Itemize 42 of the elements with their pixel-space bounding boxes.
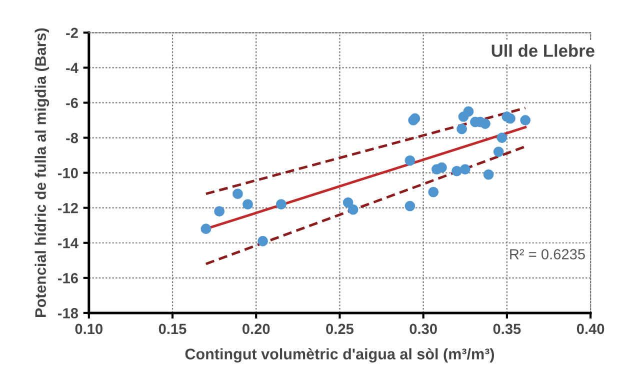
point xyxy=(436,162,447,173)
y-tick-label: -12 xyxy=(58,202,78,214)
y-tick-label: -10 xyxy=(58,168,78,178)
point xyxy=(520,115,531,126)
point xyxy=(496,132,508,143)
point xyxy=(505,113,516,124)
point xyxy=(452,166,462,176)
x-tick-label: 0.20 xyxy=(242,324,270,334)
x-axis-title: Contingut volumètric d'aigua al sòl (m³/m³) xyxy=(185,348,494,363)
annotation: R² = 0.6235 xyxy=(510,249,585,260)
point xyxy=(214,206,225,217)
point xyxy=(463,106,474,117)
y-tick-label: -6 xyxy=(66,98,78,108)
x-tick-label: 0.25 xyxy=(326,324,354,334)
annotation: Ull de Llebre xyxy=(492,44,594,57)
point xyxy=(348,204,358,215)
x-tick-label: 0.10 xyxy=(75,324,102,334)
point xyxy=(460,164,470,174)
y-tick-label: -18 xyxy=(58,308,78,318)
point xyxy=(258,236,268,246)
point xyxy=(342,197,354,208)
y-tick-label: -2 xyxy=(66,28,78,38)
y-tick-label: -8 xyxy=(66,132,78,144)
point xyxy=(404,200,416,212)
point xyxy=(200,224,212,234)
point xyxy=(493,146,504,157)
x-tick-label: 0.15 xyxy=(158,324,186,334)
point xyxy=(232,188,243,200)
y-axis-title: Potencial hídric de fulla al migdia (Bars) xyxy=(34,28,50,317)
point xyxy=(483,169,494,180)
y-tick-label: -16 xyxy=(58,273,78,284)
x-tick-label: 0.40 xyxy=(576,324,604,334)
point xyxy=(404,155,416,166)
y-tick-label: -14 xyxy=(58,238,78,248)
y-tick-label: -4 xyxy=(66,62,78,73)
x-tick-label: 0.35 xyxy=(493,324,521,334)
point xyxy=(428,186,439,198)
x-tick-label: 0.30 xyxy=(410,324,437,334)
point xyxy=(456,124,467,134)
point xyxy=(480,118,490,129)
point xyxy=(242,199,253,210)
point xyxy=(276,199,286,210)
